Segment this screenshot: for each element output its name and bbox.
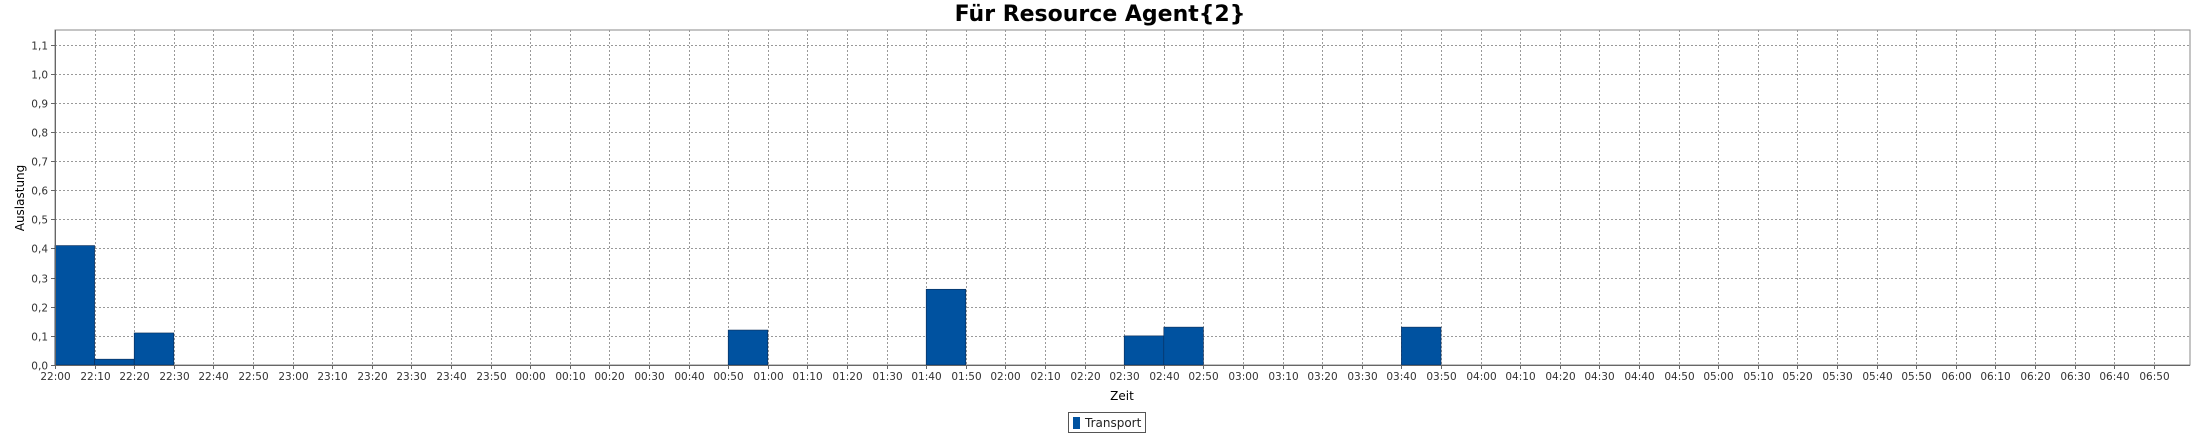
x-tick-label: 03:50 bbox=[1426, 371, 1456, 383]
x-tick-label: 06:20 bbox=[2020, 371, 2050, 383]
x-tick-label: 23:10 bbox=[317, 371, 347, 383]
x-tick-label: 22:20 bbox=[119, 371, 149, 383]
x-tick-label: 00:20 bbox=[594, 371, 624, 383]
y-tick-label: 0,5 bbox=[31, 215, 48, 227]
y-tick-label: 0,7 bbox=[31, 157, 48, 169]
bar-transport bbox=[925, 288, 967, 366]
x-tick-label: 22:50 bbox=[238, 371, 268, 383]
x-tick-labels: 22:00 22:10 22:20 22:30 22:40 22:50 23:00 23:10… bbox=[40, 371, 2169, 383]
x-tick-label: 03:40 bbox=[1386, 371, 1416, 383]
x-tick-label: 05:10 bbox=[1743, 371, 1773, 383]
bar-transport bbox=[727, 329, 769, 366]
x-axis-label: Zeit bbox=[1110, 389, 1134, 403]
x-tick-label: 22:00 bbox=[40, 371, 70, 383]
bar-transport bbox=[54, 245, 95, 366]
x-tick-label: 01:50 bbox=[951, 371, 981, 383]
x-tick-label: 23:00 bbox=[278, 371, 308, 383]
y-tick-label: 0,4 bbox=[31, 244, 48, 256]
x-tick-label: 23:40 bbox=[436, 371, 466, 383]
y-tick-label: 0,0 bbox=[31, 361, 48, 373]
plot-area bbox=[54, 29, 2191, 366]
x-tick-label: 04:10 bbox=[1505, 371, 1535, 383]
bar-transport bbox=[133, 332, 175, 366]
y-tick-label: 0,2 bbox=[31, 303, 48, 315]
x-tick-label: 06:00 bbox=[1941, 371, 1971, 383]
y-tick-label: 1,1 bbox=[31, 41, 48, 53]
y-tick-label: 0,8 bbox=[31, 128, 48, 140]
x-tick-label: 03:00 bbox=[1228, 371, 1258, 383]
x-tick-label: 06:30 bbox=[2060, 371, 2090, 383]
x-tick-label: 04:40 bbox=[1624, 371, 1654, 383]
x-tick-label: 01:30 bbox=[872, 371, 902, 383]
x-tick-label: 01:40 bbox=[911, 371, 941, 383]
x-tick-label: 02:50 bbox=[1188, 371, 1218, 383]
x-tick-label: 02:40 bbox=[1149, 371, 1179, 383]
x-tick-label: 03:10 bbox=[1268, 371, 1298, 383]
y-tick-label: 1,0 bbox=[31, 70, 48, 82]
x-tick-label: 06:40 bbox=[2099, 371, 2129, 383]
x-tick-label: 05:00 bbox=[1703, 371, 1733, 383]
x-tick-label: 22:10 bbox=[80, 371, 110, 383]
y-tick-label: 0,1 bbox=[31, 332, 48, 344]
x-tick-label: 06:10 bbox=[1980, 371, 2010, 383]
x-tick-label: 23:20 bbox=[357, 371, 387, 383]
x-tick-label: 01:20 bbox=[832, 371, 862, 383]
x-tick-label: 03:30 bbox=[1347, 371, 1377, 383]
legend-label-transport: Transport bbox=[1085, 415, 1142, 430]
y-tick-labels: 0,0 0,1 0,2 0,3 0,4 0,5 0,6 0,7 0,8 0,9 1,0 1,1 bbox=[31, 41, 48, 373]
y-tick-label: 0,6 bbox=[31, 186, 48, 198]
x-tick-label: 04:30 bbox=[1584, 371, 1614, 383]
x-tick-label: 22:30 bbox=[159, 371, 189, 383]
x-tick-label: 05:50 bbox=[1901, 371, 1931, 383]
bar-series-transport bbox=[54, 245, 1442, 366]
x-tick-label: 01:00 bbox=[753, 371, 783, 383]
x-tick-label: 00:10 bbox=[555, 371, 585, 383]
x-tick-label: 22:40 bbox=[198, 371, 228, 383]
bar-transport bbox=[1401, 326, 1442, 366]
x-tick-label: 06:50 bbox=[2139, 371, 2169, 383]
x-tick-label: 00:50 bbox=[713, 371, 743, 383]
chart-title: Für Resource Agent{2} bbox=[954, 2, 1246, 27]
x-tick-label: 04:20 bbox=[1545, 371, 1575, 383]
bar-transport bbox=[94, 358, 135, 366]
x-tick-label: 05:30 bbox=[1822, 371, 1852, 383]
x-tick-label: 04:00 bbox=[1466, 371, 1496, 383]
x-tick-label: 02:20 bbox=[1070, 371, 1100, 383]
x-tick-label: 05:40 bbox=[1862, 371, 1892, 383]
bar-transport bbox=[1163, 326, 1204, 366]
y-tick-label: 0,9 bbox=[31, 99, 48, 111]
x-tick-label: 02:30 bbox=[1109, 371, 1139, 383]
legend: Transport bbox=[1068, 412, 1147, 433]
x-tick-label: 23:50 bbox=[476, 371, 506, 383]
x-tick-label: 00:40 bbox=[674, 371, 704, 383]
x-tick-label: 04:50 bbox=[1664, 371, 1694, 383]
x-tick-label: 05:20 bbox=[1782, 371, 1812, 383]
x-tick-label: 02:00 bbox=[990, 371, 1020, 383]
x-tick-label: 02:10 bbox=[1030, 371, 1060, 383]
x-tick-label: 03:20 bbox=[1307, 371, 1337, 383]
legend-swatch-transport bbox=[1073, 416, 1080, 429]
y-axis-label: Auslastung bbox=[13, 165, 27, 232]
x-tick-label: 00:30 bbox=[634, 371, 664, 383]
x-tick-label: 01:10 bbox=[792, 371, 822, 383]
x-tick-label: 00:00 bbox=[515, 371, 545, 383]
y-tick-label: 0,3 bbox=[31, 274, 48, 286]
x-tick-label: 23:30 bbox=[396, 371, 426, 383]
bar-transport bbox=[1123, 335, 1165, 366]
